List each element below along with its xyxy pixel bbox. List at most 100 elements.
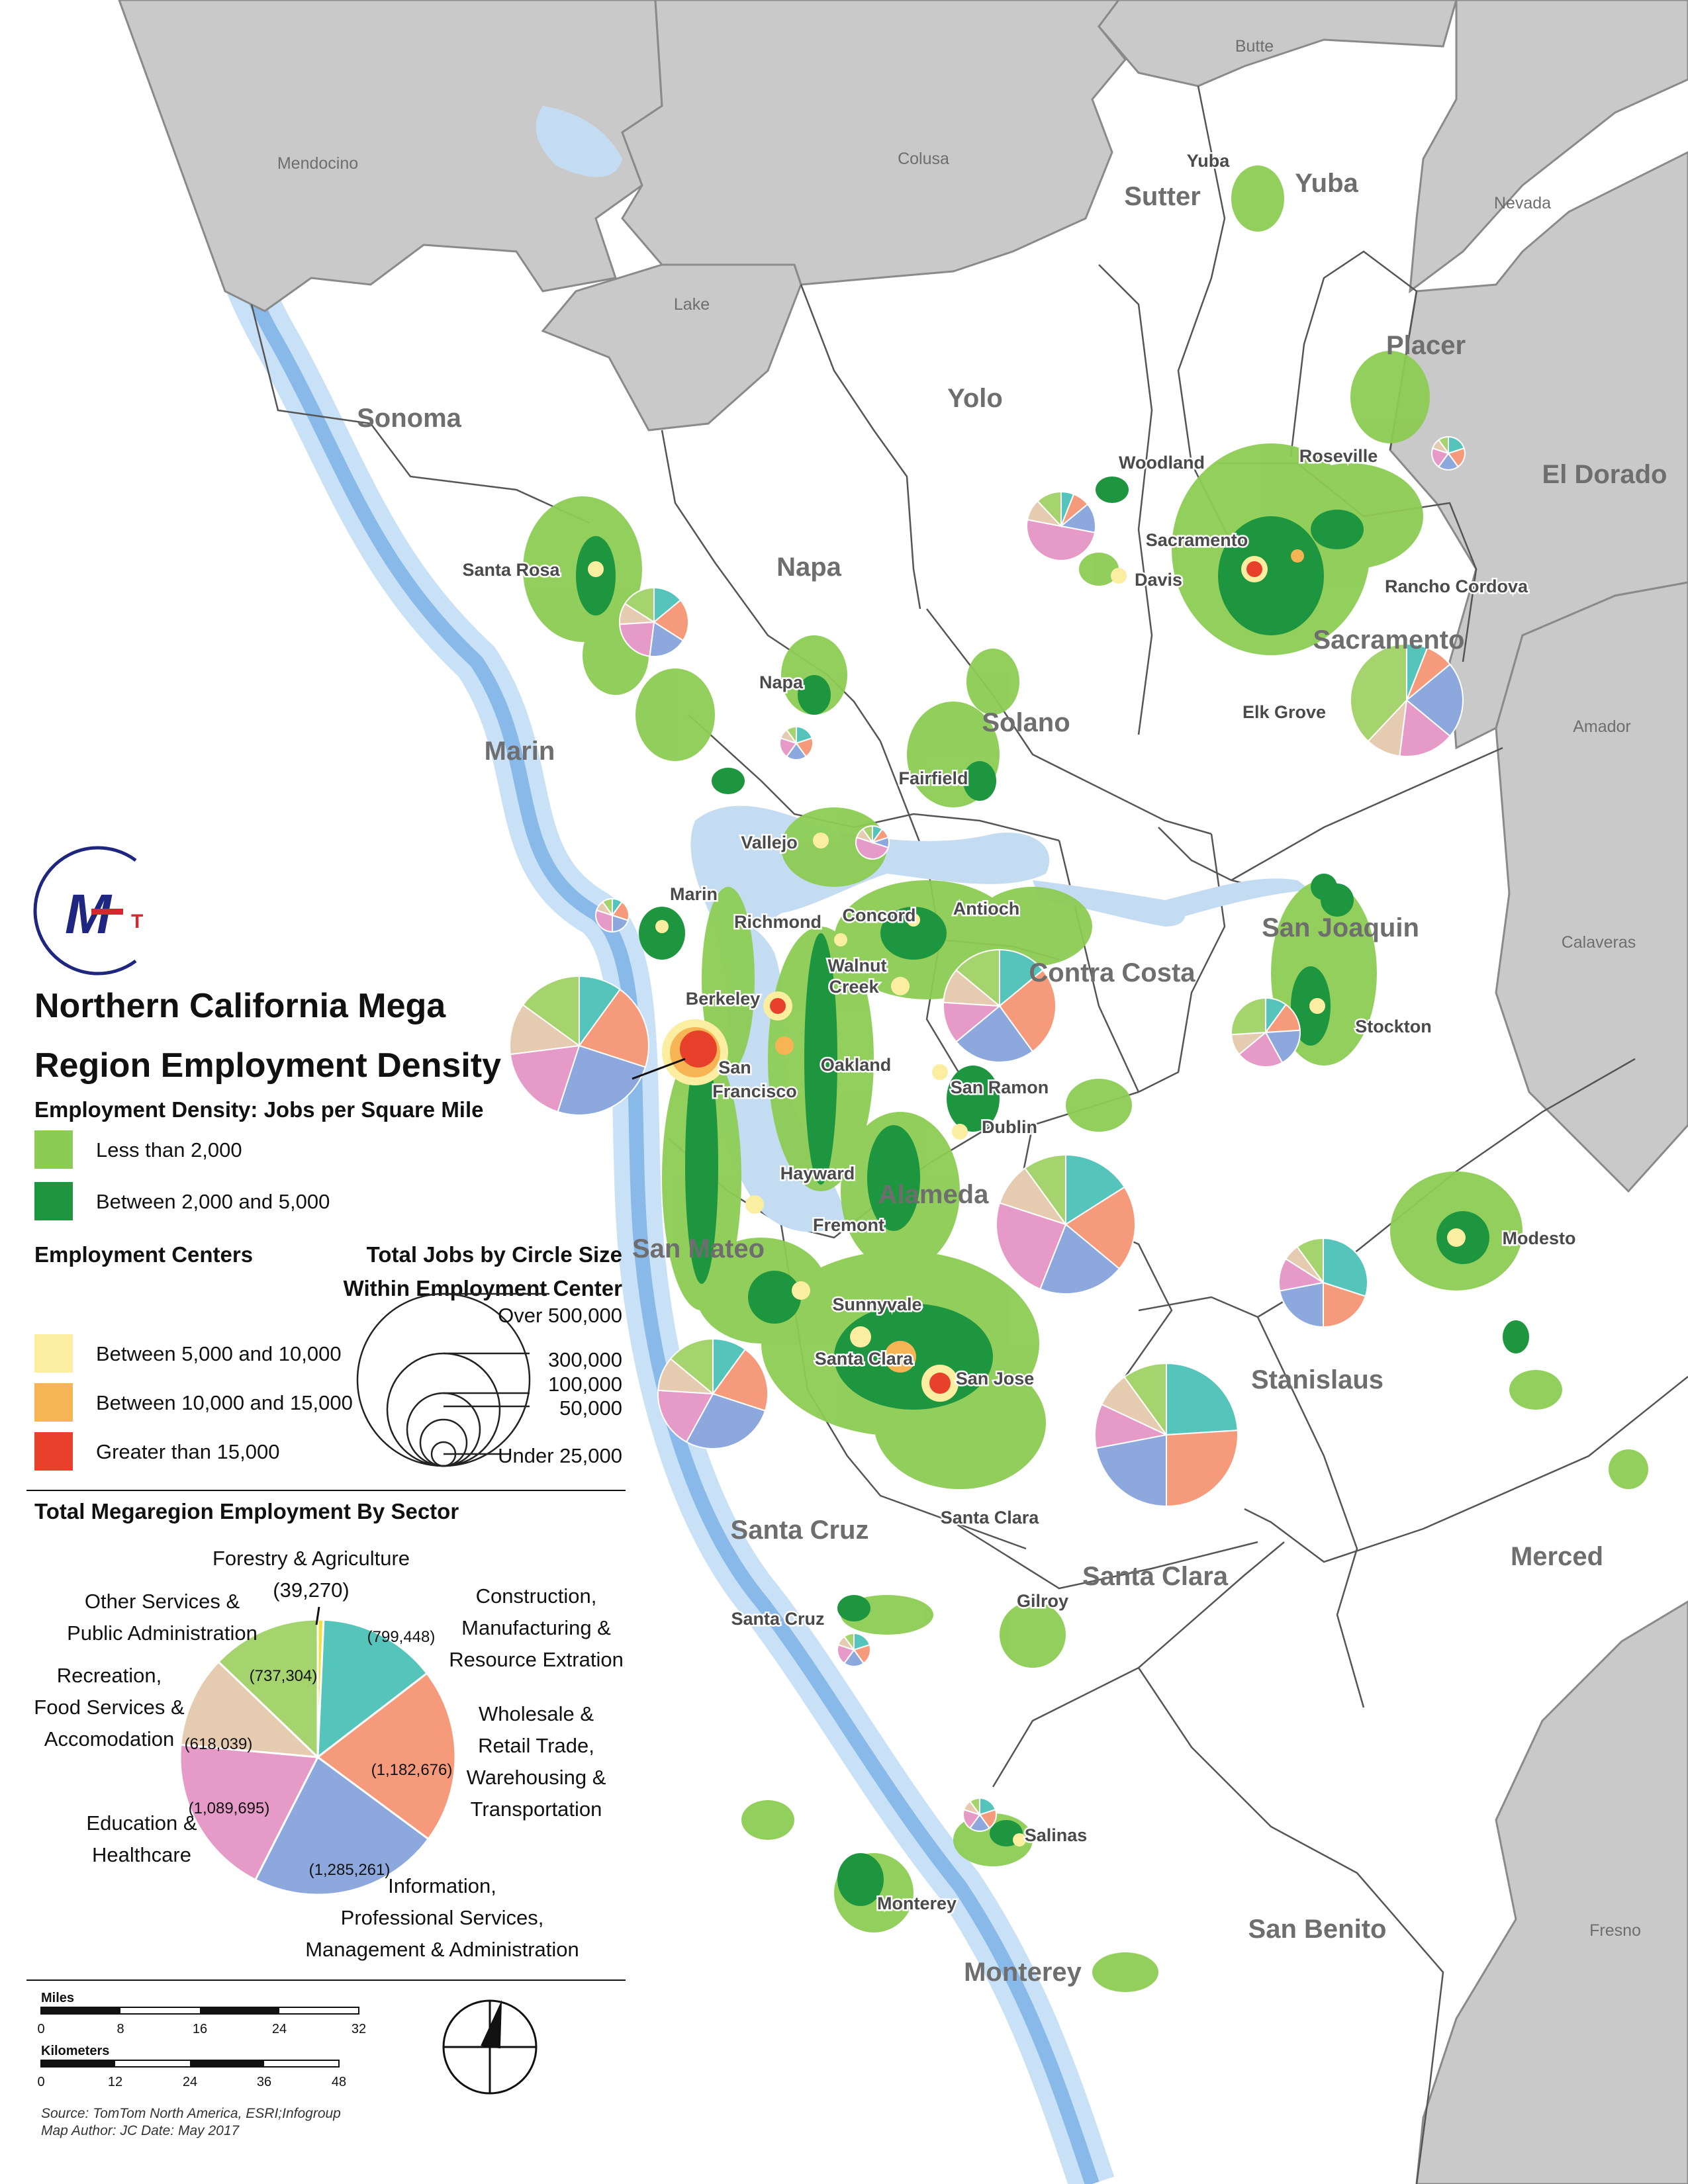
scale-miles-tick: 8 — [117, 2022, 124, 2036]
regional-pie-slice — [601, 897, 613, 918]
city-label: Sacramento — [1146, 530, 1248, 550]
sector-label: Construction, — [476, 1584, 597, 1608]
sector-label: Transportation — [471, 1797, 602, 1821]
sector-label: Forestry & Agriculture — [212, 1547, 410, 1570]
sector-label: Warehousing & — [467, 1766, 606, 1789]
regional-pie-slice — [843, 1632, 855, 1653]
regional-pie-charts — [509, 435, 1466, 1832]
scale-km-tick: 0 — [37, 2075, 44, 2089]
sector-label: Professional Services, — [341, 1906, 544, 1929]
sector-heading: Total Megaregion Employment By Sector — [34, 1499, 459, 1524]
regional-pie-slice — [624, 586, 655, 623]
city-label: San Jose — [956, 1369, 1035, 1388]
sector-slice — [216, 1618, 319, 1760]
sector-label: Resource Extration — [449, 1648, 624, 1671]
city-label: Vallejo — [741, 833, 798, 852]
circle-heading-line1: Total Jobs by Circle Size — [367, 1242, 622, 1267]
county-label: Stanislaus — [1251, 1365, 1383, 1394]
sector-label: Healthcare — [92, 1843, 191, 1866]
regional-pie-slice — [1323, 1237, 1368, 1297]
county-label: Lake — [674, 295, 710, 314]
city-label: Santa Clara — [941, 1508, 1040, 1527]
county-label: Yolo — [947, 384, 1003, 413]
sector-label: Retail Trade, — [478, 1734, 594, 1757]
author-credit: Map Author: JC Date: May 2017 — [41, 2123, 240, 2138]
circle-heading-line2: Within Employment Center — [344, 1276, 623, 1300]
centers-heading: Employment Centers — [34, 1242, 253, 1267]
regional-pie-slice — [1166, 1362, 1239, 1436]
county-label: Santa Clara — [1082, 1562, 1229, 1591]
city-label: Monterey — [877, 1893, 957, 1913]
regional-pie-slice — [1064, 1186, 1136, 1270]
density-low-swatch — [34, 1130, 73, 1169]
regional-pie-slice — [1036, 490, 1062, 528]
county-label: Napa — [776, 553, 842, 582]
city-labels: Yuba Woodland Roseville Sacramento Davis… — [461, 150, 1577, 1915]
county-label: Contra Costa — [1029, 958, 1196, 987]
city-label: Santa Rosa — [462, 560, 560, 580]
city-label: Berkeley — [686, 989, 761, 1009]
county-label: Sonoma — [357, 404, 462, 433]
mtc-logo: M T — [33, 846, 143, 976]
county-label: Monterey — [964, 1958, 1082, 1987]
regional-pie-slice — [653, 599, 690, 642]
circle-size-legend — [356, 1293, 549, 1467]
county-label: San Mateo — [632, 1234, 765, 1263]
sf-leader-line — [632, 1058, 686, 1080]
city-label: Salinas — [1025, 1825, 1088, 1845]
city-label: Stockton — [1355, 1017, 1432, 1036]
city-label: Gilroy — [1017, 1591, 1068, 1611]
sector-slice — [316, 1618, 429, 1760]
sector-label: Recreation, — [57, 1664, 162, 1687]
density-mid-swatch — [34, 1182, 73, 1220]
county-label: Calaveras — [1562, 933, 1636, 952]
regional-pie-slice — [1405, 663, 1464, 737]
county-label: San Joaquin — [1262, 913, 1419, 942]
scale-miles-tick: 24 — [272, 2022, 287, 2036]
regional-pie-slice — [1166, 1430, 1239, 1508]
density-mid-layer — [576, 477, 1529, 1906]
scale-km-tick: 24 — [183, 2075, 197, 2089]
regional-pie-slice — [999, 948, 1044, 1008]
regional-pie-slice — [1095, 1433, 1167, 1508]
county-label: Santa Cruz — [731, 1516, 869, 1545]
map-title-line2: Region Employment Density — [34, 1046, 501, 1085]
sector-value-label: (39,270) — [273, 1578, 349, 1602]
sector-slice — [179, 1660, 321, 1758]
regional-pie-slice — [669, 1338, 714, 1396]
regional-pie-slice — [1350, 643, 1407, 743]
legend: M T Northern California Mega Region Empl… — [26, 846, 626, 2138]
scale-miles-tick: 16 — [193, 2022, 207, 2036]
regional-pie-slice — [1296, 1237, 1324, 1285]
county-label: Amador — [1573, 717, 1631, 736]
regional-pie-slice — [785, 725, 797, 746]
city-label: Modesto — [1503, 1228, 1576, 1248]
regional-pie-slice — [1399, 699, 1451, 757]
regional-pie-slice — [685, 1392, 767, 1449]
regional-pie-slice — [1039, 1223, 1121, 1295]
sector-value-label: (737,304) — [250, 1667, 318, 1685]
sector-label: Accomodation — [44, 1727, 174, 1751]
regional-pie-slice — [595, 909, 613, 933]
city-label: Rancho Cordova — [1385, 576, 1528, 596]
regional-pie-slice — [1437, 435, 1449, 456]
city-label: Dublin — [982, 1117, 1037, 1137]
city-label: Marin — [670, 884, 718, 904]
outside-counties — [118, 0, 1688, 2184]
county-label: Yuba — [1189, 151, 1227, 169]
regional-pie-slice — [1323, 1281, 1366, 1328]
city-label: Santa Cruz — [731, 1609, 824, 1629]
employment-centers — [588, 549, 1466, 1846]
city-label: Oakland — [821, 1055, 892, 1075]
city-label: Francisco — [712, 1081, 797, 1101]
regional-pie-slice — [955, 948, 1000, 1008]
sector-value-label: (1,089,695) — [189, 1799, 270, 1817]
county-label: Placer — [1386, 331, 1466, 360]
sector-labels: Forestry & Agriculture (39,270) Constructi… — [34, 1547, 624, 1961]
sector-label: Wholesale & — [479, 1702, 594, 1725]
county-label: San Benito — [1248, 1915, 1387, 1944]
scale-miles-label: Miles — [41, 1991, 74, 2005]
center-low-label: Between 5,000 and 10,000 — [96, 1342, 342, 1365]
scale-km-tick: 36 — [257, 2075, 271, 2089]
